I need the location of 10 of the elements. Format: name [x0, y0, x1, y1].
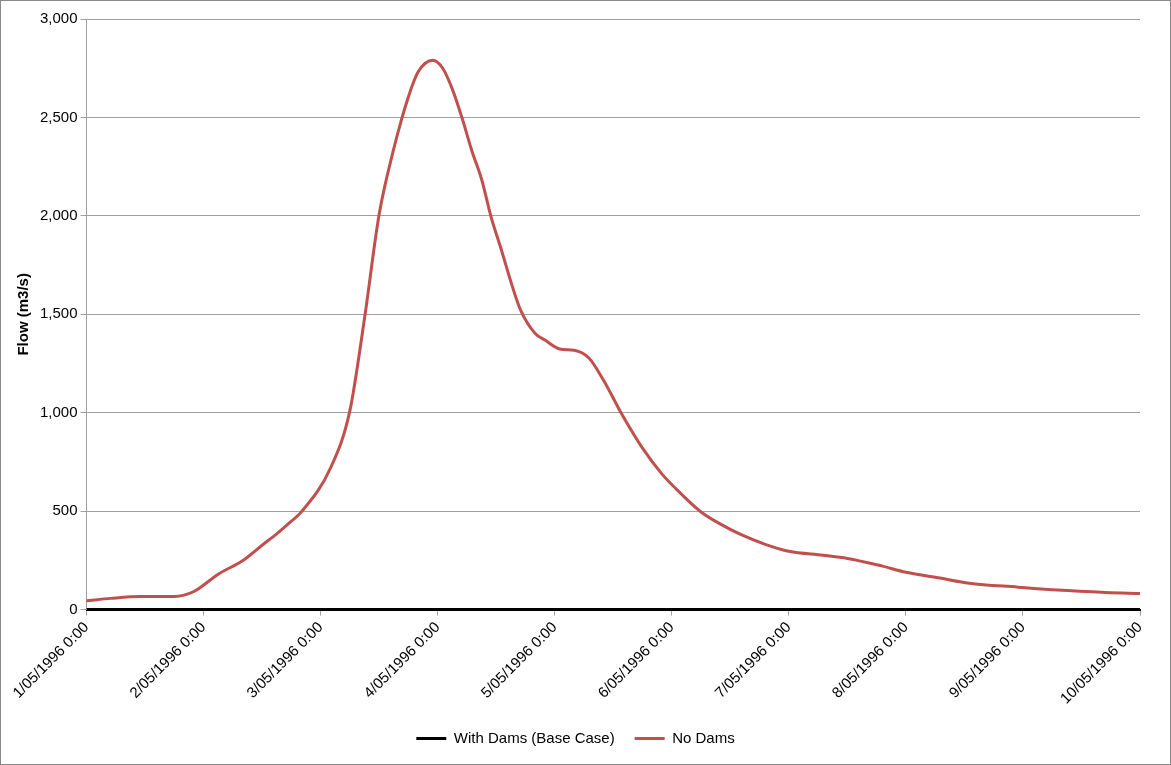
- y-tick-label: 2,500: [39, 107, 78, 125]
- y-tick-label: 2,000: [39, 206, 78, 224]
- y-tick-label: 500: [52, 501, 78, 519]
- legend-label: No Dams: [672, 728, 735, 746]
- y-axis-title: Flow (m3/s): [14, 273, 32, 356]
- y-tick-label: 0: [69, 599, 78, 617]
- y-tick-label: 1,500: [39, 304, 78, 322]
- legend-label: With Dams (Base Case): [453, 728, 615, 746]
- y-tick-label: 3,000: [39, 9, 78, 27]
- y-tick-label: 1,000: [39, 402, 78, 420]
